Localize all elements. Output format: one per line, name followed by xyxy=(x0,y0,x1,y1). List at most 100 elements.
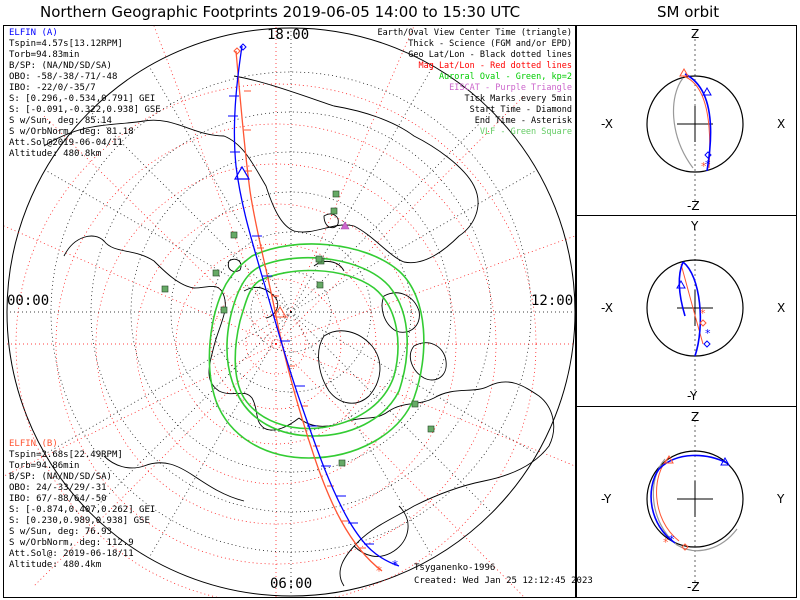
sm-axis-right: Y xyxy=(776,492,785,506)
elfin-b-line: IBO: 67/-88/64/-50 xyxy=(9,494,107,504)
elfin-b-line: OBO: 24/-33/29/-31 xyxy=(9,483,107,493)
asterisk-icon: * xyxy=(700,307,706,320)
asterisk-icon: * xyxy=(376,564,382,578)
green-square-icon xyxy=(230,231,238,239)
elfin-a-line: IBO: -22/0/-35/7 xyxy=(9,83,96,93)
geo-longitude-grid xyxy=(7,28,575,596)
mlt-label-right: 12:00 xyxy=(531,293,574,309)
green-square-icon xyxy=(427,425,435,433)
green-square-icon xyxy=(411,400,419,408)
elfin-b-line: Altitude: 480.4km xyxy=(9,560,102,570)
asterisk-icon: * xyxy=(701,160,707,173)
map-title: Northern Geographic Footprints 2019-06-0… xyxy=(40,3,521,21)
asterisk-icon: * xyxy=(705,327,711,340)
legend-entry: Auroral Oval - Green, kp=2 xyxy=(438,72,572,82)
sm-axis-bottom: -Y xyxy=(687,389,698,403)
elfin-a-line: S: [-0.091,-0.322,0.938] GSE xyxy=(9,105,161,115)
legend-entry: Start Time - Diamond xyxy=(469,105,572,115)
sm-axis-top: Y xyxy=(690,219,699,233)
diamond-icon xyxy=(239,43,247,51)
green-square-icon xyxy=(220,306,228,314)
elfin-a-line: S w/OrbNorm, deg: 81.18 xyxy=(9,127,134,137)
elfin-b-line: S: [-0.874,0.407,0.262] GEI xyxy=(9,505,156,515)
diamond-icon xyxy=(703,340,711,348)
elfin-b-line: S w/Sun, deg: 76.93 xyxy=(9,527,112,537)
elfin-a-track: * xyxy=(228,43,400,572)
green-square-icon xyxy=(332,190,340,198)
legend-entry: Geo Lat/Lon - Black dotted lines xyxy=(408,50,572,60)
asterisk-icon: * xyxy=(669,533,675,546)
created-label: Created: Wed Jan 25 12:12:45 2023 xyxy=(414,576,593,586)
elfin-a-info: ELFIN (A) Tspin=4.57s[13.12RPM] Torb=94.… xyxy=(9,28,161,160)
auroral-oval xyxy=(208,243,425,459)
green-square-icon xyxy=(338,459,346,467)
triangle-icon xyxy=(664,454,674,464)
legend-entry: Thick - Science (FGM and/or EPD) xyxy=(408,39,572,49)
elfin-a-line: Att.Sol@2019-06-04/11 xyxy=(9,138,123,148)
diamond-icon xyxy=(704,151,712,159)
legend-entry: Earth/Oval View Center Time (triangle) xyxy=(377,28,572,38)
polar-map: * xyxy=(4,26,575,597)
green-square-icon xyxy=(330,207,338,215)
elfin-b-name: ELFIN (B) xyxy=(9,439,58,449)
sm-plot-xz: * * Z -Z -X X xyxy=(601,27,785,213)
vlf-stations xyxy=(161,190,435,467)
legend-entry: VLF - Green Square xyxy=(479,127,572,137)
legend-entry: EISCAT - Purple Triangle xyxy=(449,83,572,93)
mlt-label-left: 00:00 xyxy=(7,293,50,309)
sm-axis-bottom: -Z xyxy=(687,199,700,213)
triangle-icon xyxy=(720,456,730,466)
legend-entry: End Time - Asterisk xyxy=(474,116,572,126)
elfin-a-line: Tspin=4.57s[13.12RPM] xyxy=(9,39,123,49)
elfin-b-line: Tspin=2.68s[22.49RPM] xyxy=(9,450,123,460)
elfin-b-line: S w/OrbNorm, deg: 112.9 xyxy=(9,538,134,548)
triangle-icon xyxy=(676,279,686,289)
elfin-a-line: S: [0.296,-0.534,0.791] GEI xyxy=(9,94,156,104)
elfin-a-name: ELFIN (A) xyxy=(9,28,58,38)
legend: Earth/Oval View Center Time (triangle) T… xyxy=(372,28,572,148)
sm-axis-right: X xyxy=(777,301,785,315)
triangle-icon xyxy=(679,67,689,77)
asterisk-icon: * xyxy=(705,158,711,171)
mag-longitude-grid xyxy=(4,26,575,597)
legend-entry: Tick Marks every 5min xyxy=(464,94,572,104)
sm-axis-left: -X xyxy=(601,117,613,131)
sm-axis-left: -X xyxy=(601,301,613,315)
green-square-icon xyxy=(212,269,220,277)
asterisk-icon: * xyxy=(392,558,398,572)
sm-panel-xz: * * Z -Z -X X xyxy=(576,25,797,216)
triangle-icon xyxy=(233,165,251,180)
elfin-a-line: B/SP: (NA/ND/SD/SA) xyxy=(9,61,112,71)
legend-entry: Mag Lat/Lon - Red dotted lines xyxy=(418,61,572,71)
elfin-b-line: Att.Sol@: 2019-06-18/11 xyxy=(9,549,134,559)
map-frame: * xyxy=(3,25,593,598)
elfin-a-line: S w/Sun, deg: 85.14 xyxy=(9,116,112,126)
elfin-b-line: B/SP: (NA/ND/SD/SA) xyxy=(9,472,112,482)
elfin-b-line: Torb=94.86min xyxy=(9,461,80,471)
sm-panel-yz: * * Z -Z -Y Y xyxy=(576,406,797,598)
green-square-icon xyxy=(161,285,169,293)
map-boundary xyxy=(6,27,575,597)
sm-orbit-title: SM orbit xyxy=(657,3,720,21)
sm-axis-right: X xyxy=(777,117,785,131)
triangle-icon xyxy=(273,306,287,318)
mlt-label-top: 18:00 xyxy=(267,27,310,43)
mlt-label-bottom: 06:00 xyxy=(270,576,313,592)
sm-axis-left: -Y xyxy=(601,492,612,506)
sm-axis-top: Z xyxy=(691,410,699,424)
green-square-icon xyxy=(315,255,323,263)
model-label: Tsyganenko-1996 xyxy=(414,563,496,573)
elfin-a-line: OBO: -58/-38/-71/-48 xyxy=(9,72,118,82)
diamond-icon xyxy=(233,47,241,55)
elfin-a-line: Altitude: 480.8km xyxy=(9,149,102,159)
elfin-b-line: S: [0.230,0.989,0.938] GSE xyxy=(9,516,150,526)
sm-panel-xy: * * Y -Y -X X xyxy=(576,215,797,407)
sm-axis-bottom: -Z xyxy=(687,580,700,594)
triangle-icon xyxy=(702,86,712,96)
sm-plot-xy: * * Y -Y -X X xyxy=(601,219,785,403)
asterisk-icon: * xyxy=(663,536,669,549)
sm-plot-yz: * * Z -Z -Y Y xyxy=(601,410,785,594)
elfin-b-info: ELFIN (B) Tspin=2.68s[22.49RPM] Torb=94.… xyxy=(9,439,155,571)
elfin-a-line: Torb=94.83min xyxy=(9,50,80,60)
purple-triangle-icon xyxy=(340,221,350,230)
